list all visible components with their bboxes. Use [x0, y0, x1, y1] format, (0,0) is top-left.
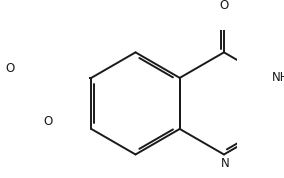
Text: O: O	[43, 115, 53, 128]
Text: O: O	[219, 0, 229, 12]
Text: N: N	[221, 157, 230, 170]
Text: NH: NH	[272, 71, 284, 84]
Text: O: O	[5, 62, 14, 75]
